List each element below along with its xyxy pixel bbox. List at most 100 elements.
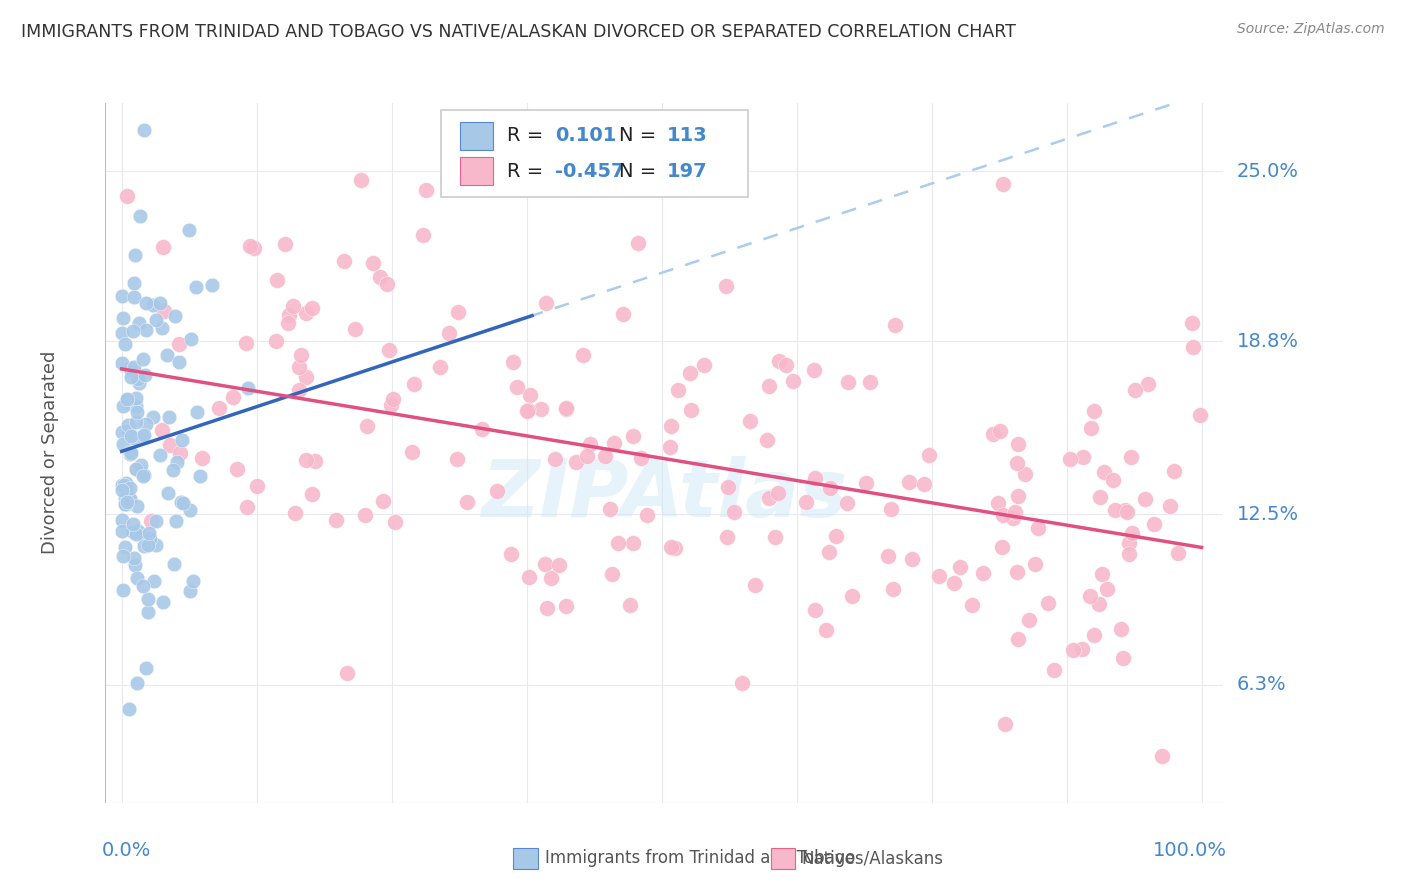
Point (599, 502, 621, 516)
Point (295, 453, 318, 467)
Point (555, 599, 578, 614)
Point (880, 501, 903, 516)
Point (824, 528, 846, 542)
Point (165, 514, 187, 528)
Point (758, 491, 780, 505)
Point (991, 541, 1014, 555)
Point (384, 515, 406, 529)
Point (284, 506, 307, 520)
Point (1118, 536, 1140, 550)
Point (1024, 557, 1046, 571)
Point (122, 430, 145, 444)
Text: 6.3%: 6.3% (1237, 675, 1286, 694)
Point (659, 419, 682, 434)
Point (763, 531, 786, 545)
Point (181, 574, 204, 589)
Point (636, 508, 658, 522)
Point (901, 552, 924, 566)
Point (595, 450, 617, 464)
Point (1109, 622, 1132, 636)
Point (1102, 473, 1125, 487)
Point (325, 513, 347, 527)
Point (114, 481, 136, 495)
FancyBboxPatch shape (513, 847, 538, 869)
Point (150, 321, 173, 335)
Point (170, 495, 193, 509)
Point (714, 278, 737, 293)
Point (986, 496, 1008, 510)
Text: -0.457: -0.457 (555, 161, 624, 180)
Point (134, 531, 156, 545)
Point (122, 516, 145, 531)
Text: 197: 197 (666, 161, 707, 180)
Text: 113: 113 (666, 126, 707, 145)
Point (1080, 420, 1102, 434)
Point (295, 370, 318, 384)
Text: 100.0%: 100.0% (1153, 841, 1226, 860)
Point (1083, 404, 1105, 418)
Point (988, 424, 1011, 438)
Point (855, 476, 877, 491)
Point (152, 595, 174, 609)
Point (731, 676, 754, 690)
Point (111, 512, 134, 526)
FancyBboxPatch shape (770, 847, 796, 869)
Point (111, 311, 134, 326)
Point (132, 539, 155, 553)
Point (1088, 490, 1111, 504)
Point (122, 325, 145, 339)
Point (114, 336, 136, 351)
Point (136, 538, 159, 552)
Point (354, 508, 377, 522)
Text: 0.101: 0.101 (555, 126, 616, 145)
Point (516, 402, 538, 417)
Point (1038, 596, 1060, 610)
Point (145, 538, 167, 552)
Point (304, 454, 326, 468)
Point (128, 316, 150, 330)
Point (135, 660, 157, 674)
Point (1043, 663, 1066, 677)
Point (820, 481, 842, 495)
Point (120, 445, 142, 459)
Point (118, 481, 141, 495)
Point (627, 235, 650, 250)
Point (1007, 489, 1029, 503)
Point (717, 480, 740, 494)
Point (815, 624, 838, 638)
Point (120, 369, 142, 384)
Point (128, 376, 150, 391)
Point (120, 363, 142, 377)
Point (837, 496, 859, 510)
Text: 12.5%: 12.5% (1237, 505, 1299, 524)
Point (382, 392, 405, 406)
Point (156, 348, 179, 362)
Point (277, 316, 299, 330)
Point (115, 392, 138, 407)
Point (190, 450, 212, 465)
Point (186, 279, 208, 293)
Point (124, 359, 146, 374)
FancyBboxPatch shape (460, 121, 494, 150)
Point (120, 397, 142, 411)
Point (145, 514, 167, 528)
Point (111, 483, 134, 497)
Point (111, 437, 134, 451)
Point (446, 451, 468, 466)
Point (371, 494, 394, 508)
Point (111, 425, 134, 439)
Point (578, 437, 600, 451)
Point (758, 379, 780, 393)
Point (150, 423, 173, 437)
Point (236, 500, 259, 515)
Point (122, 551, 145, 566)
Point (1133, 491, 1156, 506)
Point (693, 358, 716, 372)
FancyBboxPatch shape (460, 157, 494, 185)
Point (517, 570, 540, 584)
Point (1121, 525, 1143, 540)
Point (661, 541, 683, 555)
Point (679, 402, 702, 417)
Point (1091, 566, 1114, 581)
Point (134, 368, 156, 383)
